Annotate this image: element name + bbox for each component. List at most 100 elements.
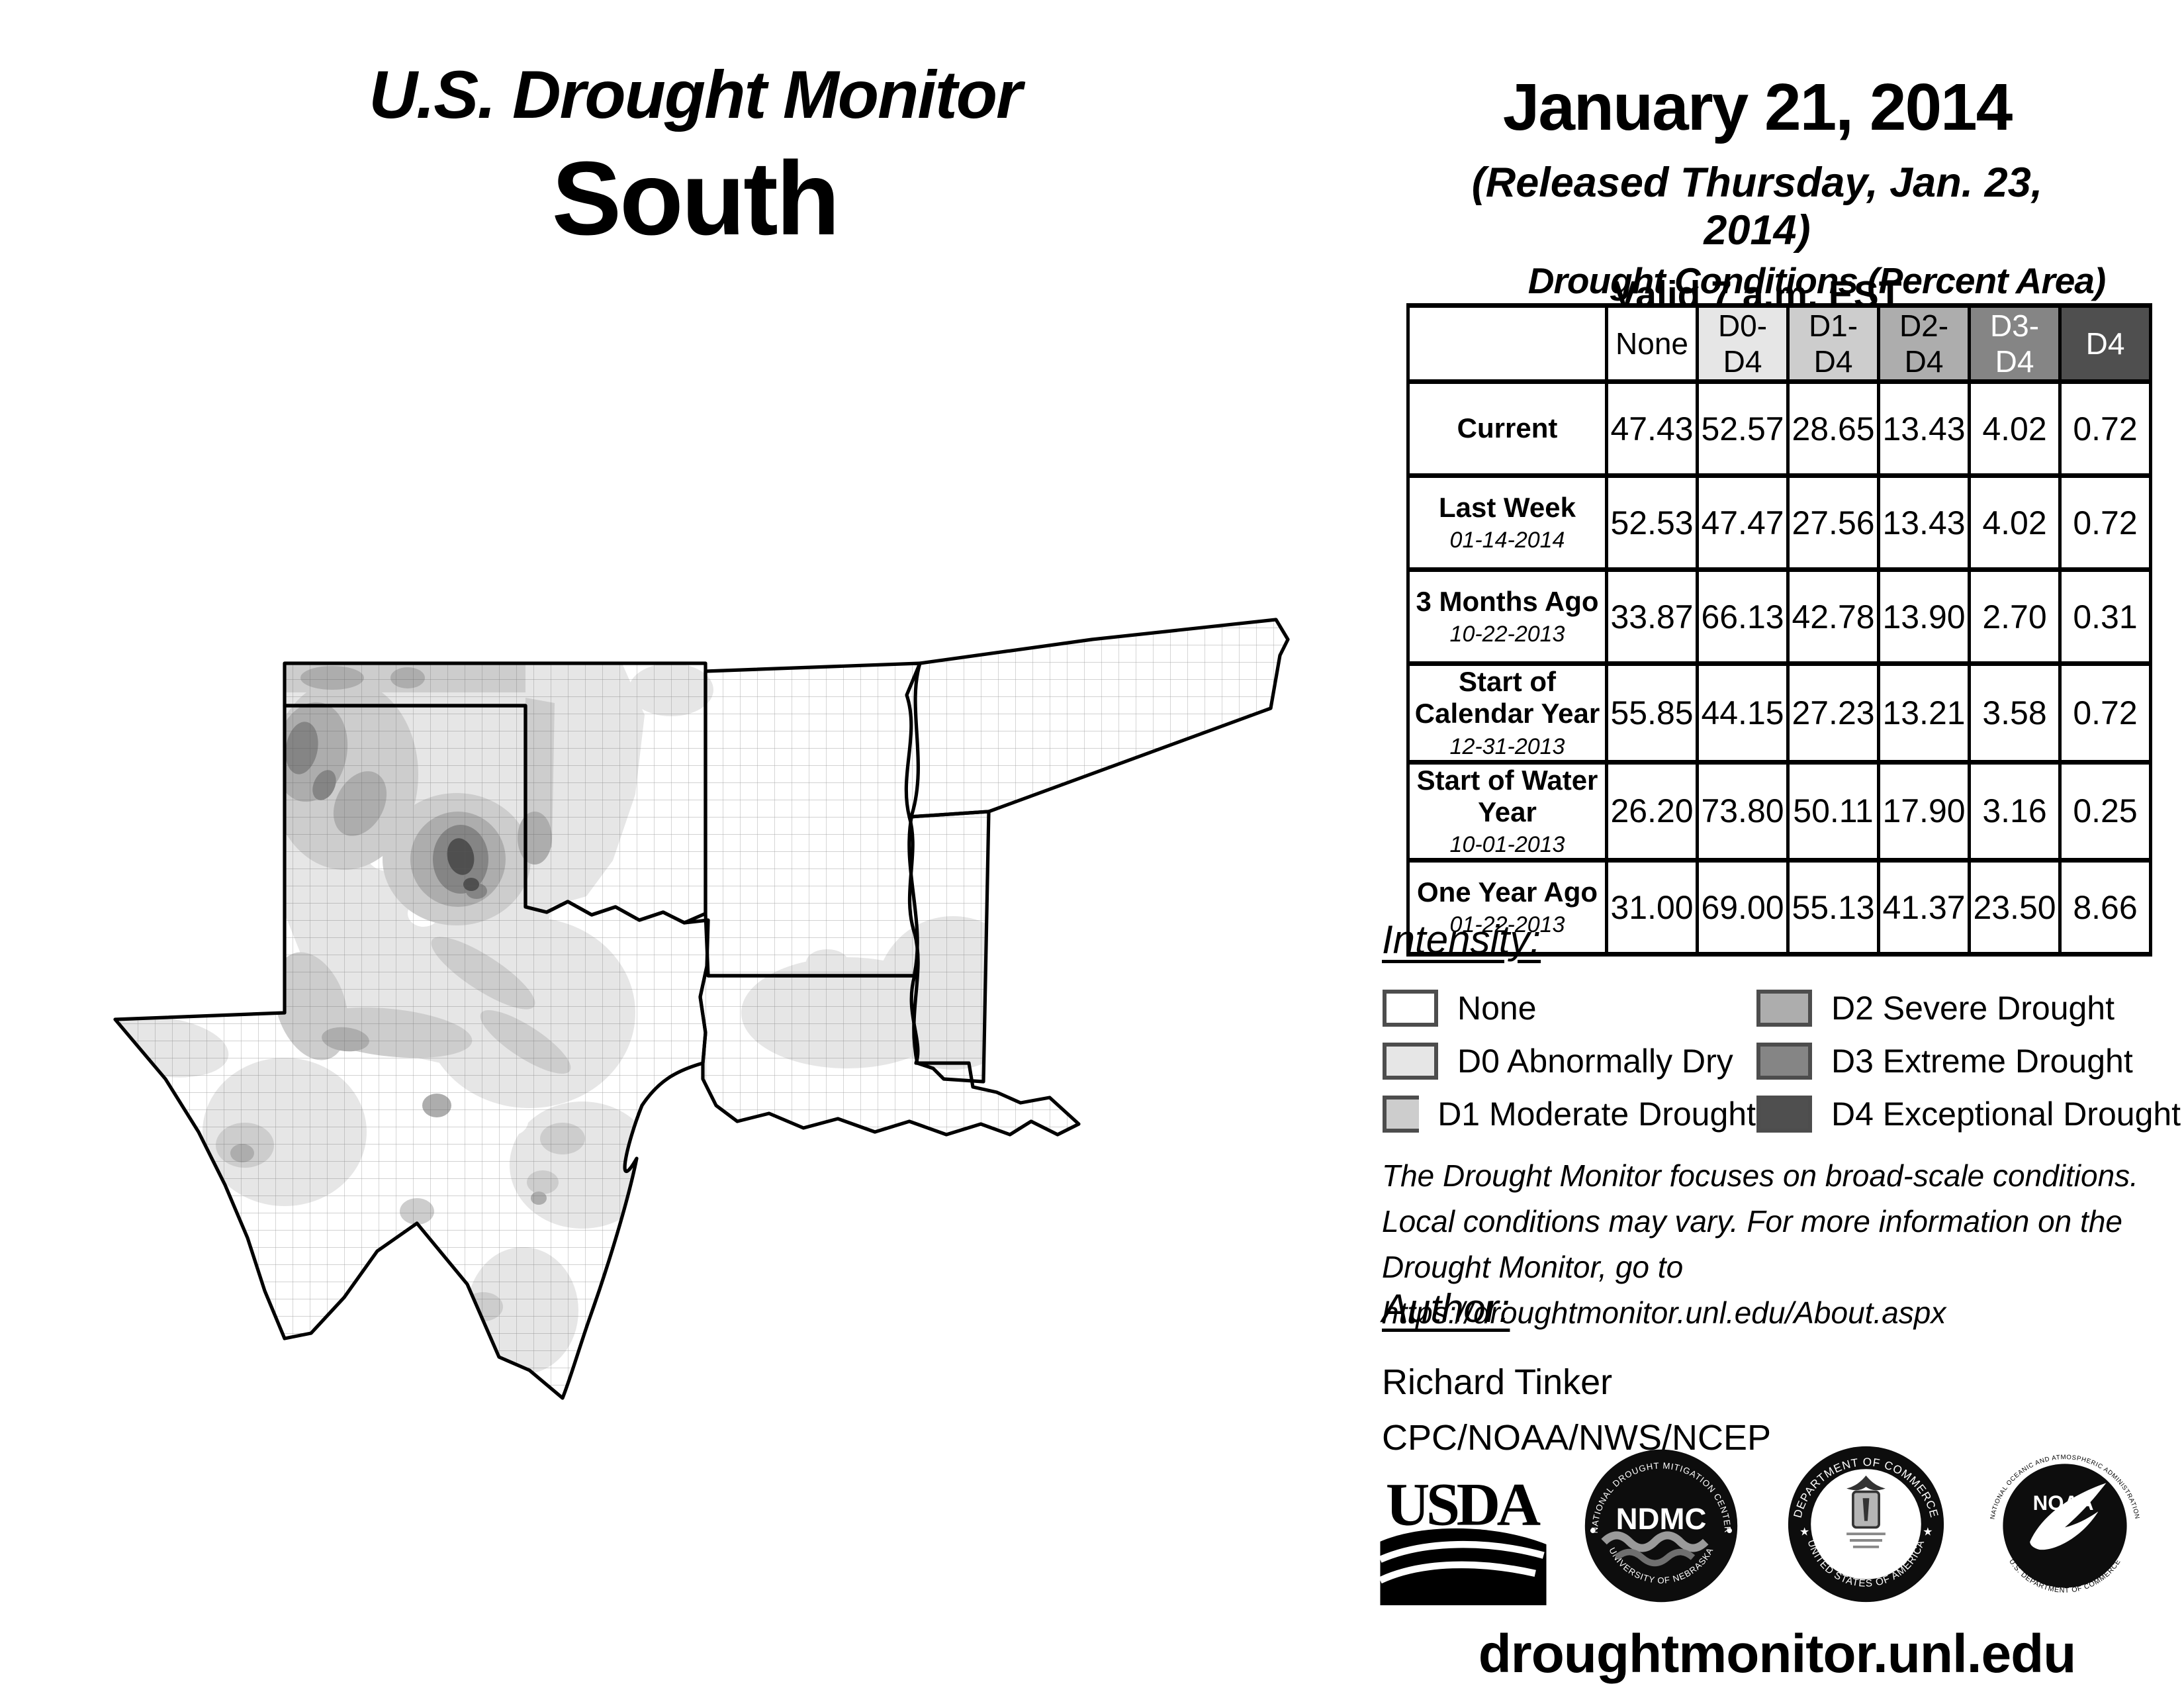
ndmc-wave [1614,1548,1696,1567]
commerce-eagle [1846,1476,1886,1491]
row-label-date: 01-14-2014 [1449,528,1565,553]
col-header-none: None [1605,303,1699,384]
table-cell: 4.02 [1968,473,2062,572]
drought-conditions-table: None D0-D4 D1-D4 D2-D4 D3-D4 D4 Current … [1406,303,2152,957]
col-header-d2d4: D2-D4 [1877,303,1971,384]
report-title: U.S. Drought Monitor South [285,56,1105,259]
table-cell: 13.43 [1877,473,1971,572]
table-cell: 0.31 [2058,567,2152,666]
legend-swatch-d1 [1383,1096,1420,1133]
row-label-text: Last Week [1439,491,1576,523]
row-label-text: One Year Ago [1416,876,1598,908]
row-label: Start of Water Year 10-01-2013 [1406,759,1608,863]
table-cell: 42.78 [1786,567,1880,666]
ndmc-ring-dot [1727,1528,1733,1534]
table-cell: 0.25 [2058,759,2152,863]
table-cell: 23.50 [1968,858,2062,957]
row-label-date: 01-22-2013 [1449,912,1565,938]
table-title: Drought Conditions (Percent Area) [1527,260,2107,301]
disclaimer: The Drought Monitor focuses on broad-sca… [1382,1153,2169,1336]
county-lines-texture [115,620,1288,1398]
commerce-logo: DEPARTMENT OF COMMERCE UNITED STATES OF … [1788,1446,1944,1603]
row-label-date: 10-01-2013 [1449,832,1565,858]
row-label-text: 3 Months Ago [1416,585,1599,617]
author-org: CPC/NOAA/NWS/NCEP [1382,1418,1772,1458]
table-cell: 2.70 [1968,567,2062,666]
table-cell: 50.11 [1786,759,1880,863]
commerce-star: ★ [1799,1525,1809,1538]
table-cell: 73.80 [1696,759,1790,863]
table-row: One Year Ago 01-22-2013 31.00 69.00 55.1… [1406,858,2152,957]
table-cell: 27.56 [1786,473,1880,572]
row-label-text: Start of Water Year [1416,764,1598,827]
legend-label: None [1457,990,1537,1027]
legend-label: D0 Abnormally Dry [1457,1043,1733,1080]
row-label-date: 10-22-2013 [1449,622,1565,647]
report-title-main: U.S. Drought Monitor [369,57,1022,132]
usda-logo-text: USDA [1386,1471,1541,1538]
col-header-d4: D4 [2058,303,2152,384]
ndmc-circle [1584,1449,1738,1603]
table-cell: 55.13 [1786,858,1880,957]
legend-swatch-d3 [1756,1043,1812,1080]
noaa-logo: NATIONAL OCEANIC AND ATMOSPHERIC ADMINIS… [1989,1454,2140,1595]
table-cell: 3.58 [1968,661,2062,765]
table-cell: 66.13 [1696,567,1790,666]
table-cell: 4.02 [1968,379,2062,478]
table-cell: 17.90 [1877,759,1971,863]
legend-swatch-none [1383,990,1438,1027]
legend-swatch-d4 [1756,1096,1812,1133]
author-title: Author: [1382,1286,1510,1331]
table-cell: 52.53 [1605,473,1699,572]
legend-item-d4: D4 Exceptional Drought [1756,1095,2181,1133]
author-name: Richard Tinker [1382,1362,1613,1402]
ndmc-wave [1601,1531,1709,1552]
site-url: droughtmonitor.unl.edu [1478,1624,2077,1684]
table-cell: 27.23 [1786,661,1880,765]
map-date: January 21, 2014 [1502,70,2013,144]
disclaimer-line: Drought Monitor, go to https://droughtmo… [1382,1250,1946,1330]
table-cell: 52.57 [1696,379,1790,478]
commerce-star: ★ [1923,1525,1933,1538]
table-cell: 13.21 [1877,661,1971,765]
usda-swoosh-stripe [1380,1540,1545,1563]
table-row: Start of Calendar Year 12-31-2013 55.85 … [1406,661,2152,765]
table-cell: 13.43 [1877,379,1971,478]
disclaimer-line: The Drought Monitor focuses on broad-sca… [1382,1158,2138,1193]
legend-label: D2 Severe Drought [1831,990,2115,1027]
table-cell: 41.37 [1877,858,1971,957]
logos-row: USDA NATIONAL DROUGHT MITIGATION CENTER … [1380,1446,2154,1612]
col-header-d0d4: D0-D4 [1696,303,1790,384]
table-cell: 0.72 [2058,379,2152,478]
row-label-text: Current [1457,412,1558,444]
row-label: 3 Months Ago 10-22-2013 [1406,567,1608,666]
row-label: One Year Ago 01-22-2013 [1406,858,1608,957]
table-cell: 55.85 [1605,661,1699,765]
table-cell: 26.20 [1605,759,1699,863]
table-row: Current 47.43 52.57 28.65 13.43 4.02 0.7… [1406,379,2152,478]
legend-item-d2: D2 Severe Drought [1756,989,2181,1027]
table-row: Start of Water Year 10-01-2013 26.20 73.… [1406,759,2152,863]
date-block: January 21, 2014 (Released Thursday, Jan… [1416,70,2098,316]
table-cell: 47.47 [1696,473,1790,572]
legend-label: D4 Exceptional Drought [1831,1096,2181,1133]
row-label-text: Start of Calendar Year [1414,666,1600,729]
table-cell: 33.87 [1605,567,1699,666]
commerce-rays [1846,1532,1886,1548]
report-title-region: South [551,140,841,257]
table-row: Last Week 01-14-2014 52.53 47.47 27.56 1… [1406,473,2152,572]
noaa-center-text: NOAA [2033,1491,2094,1515]
ndmc-ring-dot [1590,1528,1596,1534]
usda-logo: USDA [1380,1471,1547,1605]
released-date: (Released Thursday, Jan. 23, 2014) [1471,160,2043,254]
ndmc-center-text: NDMC [1616,1502,1707,1536]
table-header-row: None D0-D4 D1-D4 D2-D4 D3-D4 D4 [1406,303,2152,384]
col-header-d1d4: D1-D4 [1786,303,1880,384]
col-header-d3d4: D3-D4 [1968,303,2062,384]
author-block: Author: Richard Tinker CPC/NOAA/NWS/NCEP [1382,1286,2044,1458]
table-cell: 47.43 [1605,379,1699,478]
table-cell: 8.66 [2058,858,2152,957]
table-cell: 3.16 [1968,759,2062,863]
row-label: Start of Calendar Year 12-31-2013 [1406,661,1608,765]
row-label-date: 12-31-2013 [1449,733,1565,759]
